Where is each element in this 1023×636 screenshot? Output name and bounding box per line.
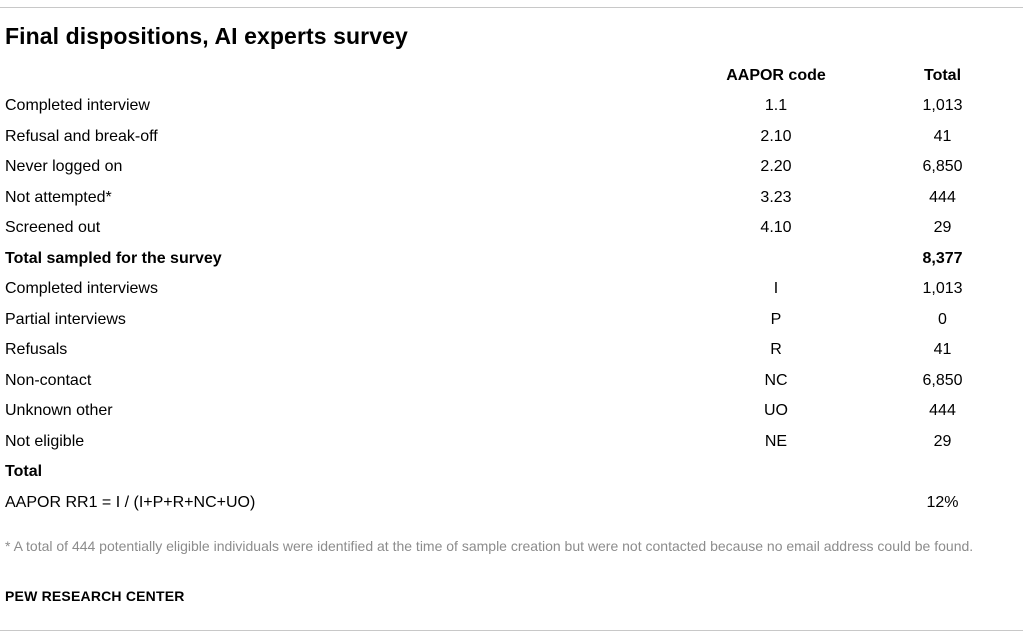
- table-row: Total sampled for the survey 8,377: [0, 244, 1023, 275]
- row-total: 8,377: [922, 249, 963, 267]
- header-label: [0, 61, 690, 91]
- row-label: Partial interviews: [5, 310, 126, 328]
- row-label: Non-contact: [5, 371, 92, 389]
- row-label: Total: [5, 463, 43, 481]
- table-row: Completed interview 1.1 1,013: [0, 91, 1023, 122]
- source-credit: PEW RESEARCH CENTER: [5, 588, 185, 604]
- row-total: [862, 457, 1023, 488]
- row-label: Refusal and break-off: [5, 127, 158, 145]
- table-row: AAPOR RR1 = I / (I+P+R+NC+UO) 12%: [0, 488, 1023, 519]
- row-aapor-code: I: [773, 280, 779, 298]
- row-aapor-code: [690, 488, 862, 519]
- row-aapor-code: [690, 244, 862, 275]
- row-total: 1,013: [922, 97, 963, 115]
- header-total: Total: [923, 67, 962, 84]
- bottom-divider: [0, 630, 1023, 631]
- row-total: 444: [929, 188, 956, 206]
- page-title: Final dispositions, AI experts survey: [5, 23, 408, 49]
- table-header-row: AAPOR code Total: [0, 61, 1023, 91]
- row-aapor-code: R: [770, 341, 782, 359]
- dispositions-table: AAPOR code Total Completed interview 1.1 1…: [0, 61, 1023, 518]
- row-total: 444: [929, 402, 956, 420]
- row-aapor-code: UO: [764, 402, 788, 420]
- row-total: 41: [933, 127, 952, 145]
- row-aapor-code: NC: [764, 371, 788, 389]
- row-aapor-code: P: [770, 310, 782, 328]
- row-label: Not attempted*: [5, 188, 112, 206]
- row-total: 41: [933, 341, 952, 359]
- footnote: * A total of 444 potentially eligible in…: [5, 538, 974, 554]
- row-total: 0: [938, 310, 947, 328]
- row-aapor-code: 2.20: [760, 158, 792, 176]
- table-row: Total: [0, 457, 1023, 488]
- row-label: Never logged on: [5, 158, 123, 176]
- row-total: 12%: [926, 493, 959, 511]
- row-label: Completed interview: [5, 97, 150, 115]
- row-aapor-code: 4.10: [760, 219, 792, 237]
- top-divider: [0, 7, 1023, 8]
- header-aapor-code: AAPOR code: [726, 67, 826, 84]
- row-label: Not eligible: [5, 432, 85, 450]
- row-label: Screened out: [5, 219, 101, 237]
- table-row: Not eligible NE 29: [0, 427, 1023, 458]
- row-label: Total sampled for the survey: [5, 249, 222, 267]
- table-body: Completed interview 1.1 1,013 Refusal and b…: [0, 91, 1023, 518]
- table-row: Completed interviews I 1,013: [0, 274, 1023, 305]
- row-label: AAPOR RR1 = I / (I+P+R+NC+UO): [5, 493, 256, 511]
- table-row: Non-contact NC 6,850: [0, 366, 1023, 397]
- row-label: Unknown other: [5, 402, 113, 420]
- table-row: Partial interviews P 0: [0, 305, 1023, 336]
- table-row: Refusal and break-off 2.10 41: [0, 122, 1023, 153]
- row-aapor-code: 3.23: [760, 188, 792, 206]
- table-row: Refusals R 41: [0, 335, 1023, 366]
- table-row: Unknown other UO 444: [0, 396, 1023, 427]
- row-total: 29: [933, 432, 952, 450]
- row-total: 6,850: [922, 371, 963, 389]
- row-total: 1,013: [922, 280, 963, 298]
- row-label: Completed interviews: [5, 280, 158, 298]
- row-aapor-code: [690, 457, 862, 488]
- row-aapor-code: 1.1: [764, 97, 788, 115]
- row-total: 6,850: [922, 158, 963, 176]
- table-row: Not attempted* 3.23 444: [0, 183, 1023, 214]
- row-total: 29: [933, 219, 952, 237]
- table-row: Never logged on 2.20 6,850: [0, 152, 1023, 183]
- row-label: Refusals: [5, 341, 68, 359]
- row-aapor-code: 2.10: [760, 127, 792, 145]
- table-row: Screened out 4.10 29: [0, 213, 1023, 244]
- row-aapor-code: NE: [764, 432, 788, 450]
